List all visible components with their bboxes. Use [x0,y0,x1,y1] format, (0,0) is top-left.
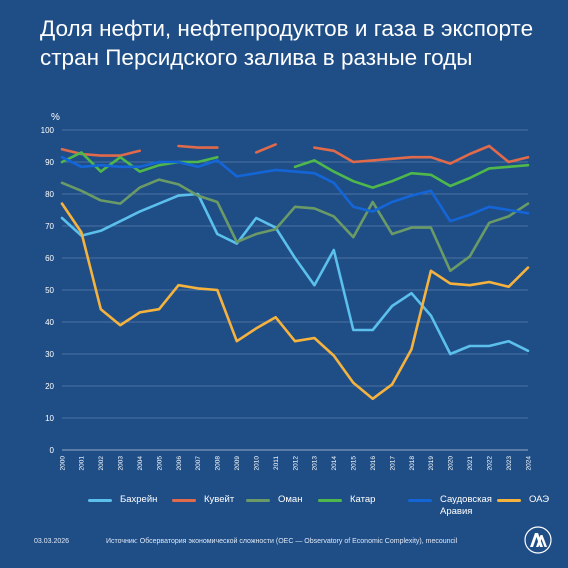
x-tick-label: 2013 [312,456,319,471]
legend-label: Саудовская Аравия [440,494,492,517]
x-tick-label: 2005 [156,456,163,471]
series-line [60,192,530,356]
legend: Бахрейн Кувейт Оман Катар Саудовская Аравия О… [0,494,568,524]
legend-label: Катар [350,494,376,505]
x-tick-label: 2023 [506,456,513,471]
x-tick-label: 2017 [389,456,396,471]
y-axis-unit: % [51,112,60,123]
x-tick-label: 2010 [253,456,260,471]
series-line [60,155,530,223]
x-tick-label: 2009 [234,456,241,471]
y-tick-label: 0 [50,446,55,455]
x-tick-label: 2016 [370,456,377,471]
source-note: Источник: Обсерватория экономической сло… [106,538,458,545]
chart-title: Доля нефти, нефтепродуктов и газа в эксп… [40,16,534,70]
legend-swatch [408,499,432,502]
x-tick-label: 2000 [59,456,66,471]
x-tick-label: 2022 [486,456,493,471]
legend-swatch [172,499,196,502]
legend-swatch [246,499,270,502]
series-line [60,147,141,157]
x-tick-label: 2018 [409,456,416,471]
y-tick-label: 30 [45,350,54,359]
publication-date: 03.03.2026 [34,538,70,545]
x-tick-label: 2011 [273,456,280,470]
series-line [293,159,530,189]
x-tick-label: 2015 [351,456,358,471]
series-line [60,151,219,173]
legend-swatch [318,499,342,502]
series-line [60,202,530,401]
x-tick-label: 2001 [79,456,86,471]
x-tick-label: 2014 [331,456,338,471]
series-line [177,144,219,149]
legend-swatch [497,499,521,502]
x-tick-label: 2002 [98,456,105,471]
y-tick-label: 80 [45,190,54,199]
aa-logo-icon [524,526,552,554]
legend-label: Кувейт [204,494,235,505]
x-tick-label: 2007 [195,456,202,471]
y-tick-label: 50 [45,286,54,295]
y-tick-label: 90 [45,158,54,167]
series-line [313,144,530,165]
legend-label: Бахрейн [120,494,158,505]
y-tick-label: 60 [45,254,54,263]
x-tick-label: 2020 [448,456,455,471]
y-tick-label: 10 [45,414,54,423]
x-tick-label: 2008 [215,456,222,471]
x-tick-label: 2012 [292,456,299,471]
x-tick-label: 2024 [525,456,532,471]
legend-label: Оман [278,494,303,505]
y-tick-label: 40 [45,318,54,327]
x-tick-label: 2004 [137,456,144,471]
x-tick-label: 2003 [118,456,125,471]
series-line [254,143,277,154]
legend-swatch [88,499,112,502]
x-tick-label: 2006 [176,456,183,471]
x-tick-label: 2019 [428,456,435,471]
legend-label: ОАЭ [529,494,550,505]
y-tick-label: 70 [45,222,54,231]
y-tick-label: 20 [45,382,54,391]
series-line [60,178,530,273]
y-tick-label: 100 [41,126,55,135]
x-tick-label: 2021 [467,456,474,471]
